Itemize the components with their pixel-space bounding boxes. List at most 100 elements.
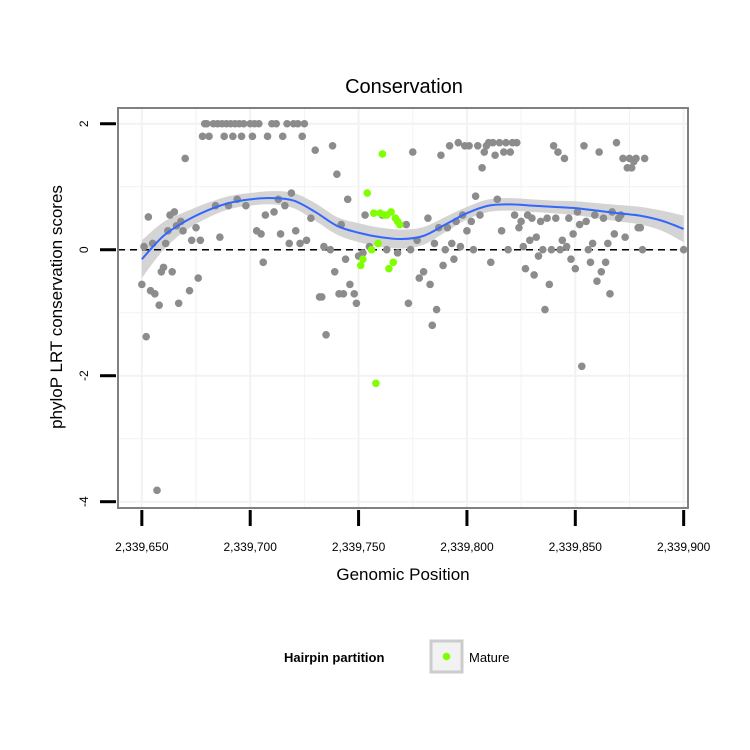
data-point — [593, 277, 601, 286]
data-point — [521, 264, 530, 273]
x-tick-label: 2,339,700 — [224, 540, 278, 554]
data-point — [248, 132, 257, 141]
data-point — [272, 119, 281, 128]
data-point — [270, 208, 278, 216]
panel-background — [118, 108, 688, 508]
mature-data-point — [389, 258, 398, 267]
data-point — [281, 201, 289, 210]
legend-mature-marker — [442, 652, 451, 661]
mature-points — [356, 150, 404, 388]
data-point — [456, 242, 465, 251]
mature-data-point — [385, 264, 393, 273]
data-point — [192, 223, 200, 232]
data-point — [179, 227, 187, 235]
smooth-line — [141, 197, 685, 260]
data-point — [170, 208, 179, 216]
mature-data-point — [372, 379, 380, 388]
legend-title: Hairpin partition — [284, 650, 384, 665]
data-point — [582, 217, 590, 226]
data-point — [443, 223, 452, 232]
data-point — [322, 330, 330, 339]
data-point — [393, 249, 402, 257]
data-point — [168, 267, 176, 276]
data-point — [439, 261, 447, 270]
data-point — [341, 255, 350, 263]
data-point — [621, 233, 629, 241]
legend-label-mature: Mature — [469, 650, 509, 665]
data-point — [298, 132, 307, 141]
data-point — [181, 154, 189, 163]
data-point — [426, 280, 434, 289]
data-point — [276, 230, 285, 238]
data-point — [326, 245, 335, 254]
data-point — [161, 239, 170, 248]
data-point — [216, 233, 224, 241]
data-point — [632, 154, 640, 163]
data-point — [450, 255, 458, 263]
data-point — [307, 214, 315, 223]
data-point — [515, 223, 523, 232]
mature-data-point — [387, 208, 395, 216]
data-point — [257, 230, 265, 238]
mature-data-point — [369, 209, 378, 217]
data-point — [551, 214, 560, 223]
data-point — [558, 236, 567, 245]
data-point — [545, 280, 554, 289]
data-point — [549, 141, 558, 150]
data-point — [567, 255, 575, 263]
data-point — [495, 138, 504, 147]
data-point — [406, 245, 415, 254]
data-point — [525, 236, 534, 245]
data-point — [229, 132, 237, 141]
data-point — [547, 245, 556, 254]
data-point — [142, 332, 150, 341]
mature-data-point — [363, 189, 372, 197]
data-point — [504, 245, 512, 254]
y-tick-label: -4 — [77, 496, 91, 507]
data-point — [174, 299, 183, 308]
data-point — [291, 227, 300, 235]
grid-lines — [118, 108, 688, 508]
data-point — [480, 148, 489, 156]
data-point — [519, 242, 528, 251]
data-point — [534, 252, 543, 260]
data-point — [597, 267, 606, 276]
data-point — [339, 290, 348, 298]
data-point — [447, 239, 456, 248]
data-point — [588, 239, 597, 248]
data-point — [205, 132, 213, 141]
data-point — [317, 293, 326, 301]
data-point — [612, 138, 621, 147]
data-point — [415, 274, 424, 282]
data-point — [502, 138, 510, 147]
data-point — [486, 258, 495, 267]
data-point — [441, 245, 450, 254]
data-point — [296, 239, 304, 248]
data-point — [194, 274, 202, 282]
data-point — [619, 154, 627, 163]
y-tick-label: 2 — [77, 120, 91, 127]
panel-border — [117, 107, 689, 509]
data-point — [606, 290, 614, 298]
y-tick-label: 0 — [77, 246, 91, 253]
data-point — [138, 280, 146, 289]
chart-title: Conservation — [345, 76, 463, 98]
data-point — [352, 299, 361, 308]
data-point — [604, 239, 612, 248]
data-point — [343, 195, 352, 204]
data-point — [640, 154, 649, 163]
data-point — [463, 227, 471, 235]
x-axis-ticks: 2,339,650 2,339,700 2,339,750 2,339,800 2,33… — [115, 510, 711, 554]
data-point — [580, 141, 588, 150]
data-point — [242, 201, 250, 210]
data-point — [536, 217, 545, 226]
mature-data-point — [356, 261, 365, 270]
data-point — [560, 154, 569, 163]
data-point — [541, 305, 549, 314]
data-point — [382, 245, 391, 254]
plot-panel — [117, 107, 689, 509]
data-point — [595, 148, 603, 156]
data-point — [333, 170, 341, 178]
x-axis-label: Genomic Position — [336, 565, 469, 584]
data-point — [491, 151, 499, 160]
